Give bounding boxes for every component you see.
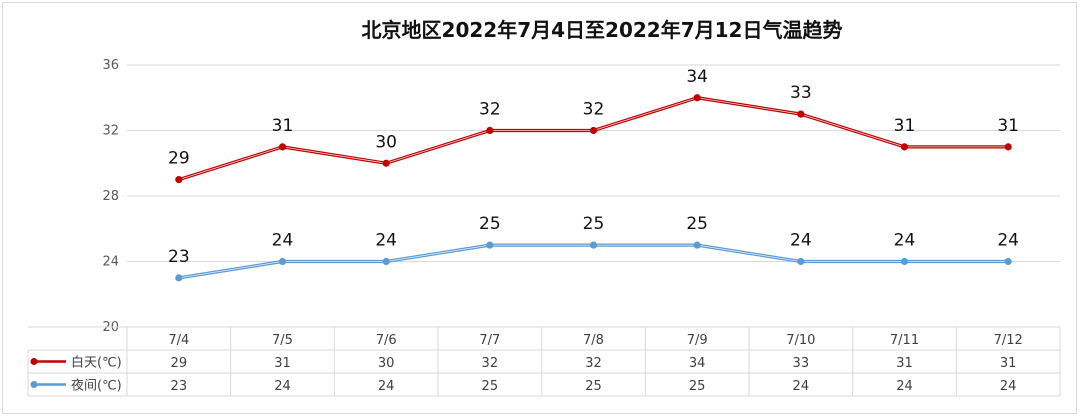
series-lines <box>175 94 1012 282</box>
data-label: 24 <box>375 231 397 251</box>
x-tick-label: 7/10 <box>786 333 815 348</box>
data-point <box>589 241 598 249</box>
data-point <box>175 176 183 184</box>
table-cell: 24 <box>793 379 810 394</box>
table-cell: 23 <box>171 379 188 394</box>
chart-title: 北京地区2022年7月4日至2022年7月12日气温趋势 <box>362 18 843 42</box>
y-tick-label: 24 <box>102 255 119 270</box>
data-label: 24 <box>790 231 812 251</box>
data-label: 31 <box>272 116 294 136</box>
data-label: 25 <box>686 214 708 234</box>
table-cell: 30 <box>378 356 395 371</box>
data-label: 24 <box>997 231 1019 251</box>
data-label: 24 <box>894 231 916 251</box>
x-tick-label: 7/9 <box>687 333 708 348</box>
data-point <box>797 257 805 266</box>
legend-key-marker <box>30 381 38 388</box>
data-label: 29 <box>168 149 190 169</box>
data-label: 30 <box>375 132 397 152</box>
table-cell: 31 <box>1000 356 1017 371</box>
x-tick-label: 7/8 <box>583 333 604 348</box>
x-tick-label: 7/12 <box>994 333 1023 348</box>
data-point <box>589 126 598 135</box>
table-cell: 32 <box>482 356 499 371</box>
table-cell: 25 <box>689 379 706 394</box>
table-cell: 25 <box>482 379 499 394</box>
data-labels: 29 31 30 32 32 34 33 31 31 23 24 24 25 25 25 24 24 24 <box>168 67 1019 267</box>
data-point <box>693 241 701 249</box>
table-cell: 34 <box>689 356 706 371</box>
table-cell: 24 <box>378 379 395 394</box>
data-point <box>278 257 287 266</box>
data-label: 25 <box>479 214 501 234</box>
data-point <box>486 241 494 249</box>
data-point <box>1004 257 1012 266</box>
data-label: 32 <box>583 100 605 120</box>
legend-key-marker <box>30 358 38 365</box>
data-label: 24 <box>272 231 294 251</box>
data-point <box>486 126 494 135</box>
table-cell: 25 <box>585 379 602 394</box>
y-tick-label: 32 <box>102 124 119 139</box>
table-cell: 24 <box>274 379 291 394</box>
table-cell: 32 <box>585 356 602 371</box>
table-cell: 33 <box>793 356 810 371</box>
data-label: 32 <box>479 100 501 120</box>
data-point <box>175 274 183 282</box>
table-cell: 31 <box>274 356 291 371</box>
y-tick-label: 28 <box>102 189 119 204</box>
data-label: 31 <box>997 116 1019 136</box>
x-tick-label: 7/6 <box>376 333 397 348</box>
data-point <box>693 94 701 102</box>
data-point <box>900 143 909 151</box>
data-label: 31 <box>894 116 916 136</box>
x-tick-label: 7/7 <box>479 333 500 348</box>
legend-label: 夜间(℃) <box>71 379 122 394</box>
table-cell: 31 <box>896 356 913 371</box>
data-label: 25 <box>583 214 605 234</box>
x-tick-label: 7/4 <box>168 333 189 348</box>
data-point <box>797 110 805 118</box>
table-cell: 29 <box>171 356 188 371</box>
data-point <box>382 159 390 167</box>
data-label: 34 <box>686 67 708 87</box>
data-point <box>382 257 390 266</box>
table-cell: 24 <box>1000 379 1017 394</box>
legend-label: 白天(℃) <box>71 355 122 371</box>
x-tick-label: 7/11 <box>890 333 919 348</box>
y-tick-label: 36 <box>102 58 119 73</box>
data-point <box>278 143 287 151</box>
x-tick-label: 7/5 <box>272 333 293 348</box>
data-table: 7/4 7/5 7/6 7/7 7/8 7/9 7/10 7/11 7/12 白天(℃) 29 31 3… <box>27 326 1061 397</box>
data-label: 33 <box>790 83 812 103</box>
data-point <box>900 257 909 266</box>
data-label: 23 <box>168 247 190 267</box>
data-point <box>1004 143 1012 151</box>
table-cell: 24 <box>896 379 913 394</box>
